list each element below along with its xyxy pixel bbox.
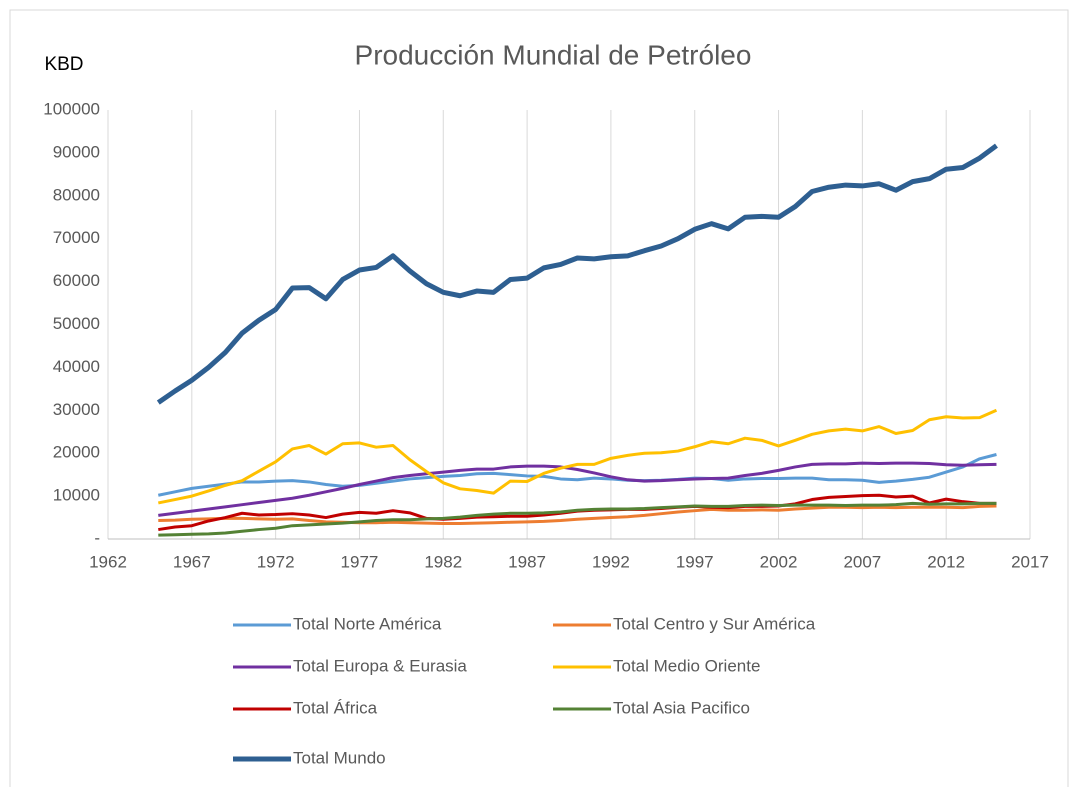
x-tick-label: 1982 [424,552,462,571]
x-tick-label: 2007 [843,552,881,571]
legend-label: Total Asia Pacifico [613,698,750,717]
legend-label: Total África [293,698,378,717]
chart-border [9,9,1069,787]
series-line [156,143,998,405]
y-tick-label: 10000 [53,486,100,505]
y-tick-label: 100000 [43,99,100,118]
chart-title: Producción Mundial de Petróleo [355,39,752,70]
y-tick-label: 60000 [53,271,100,290]
series-line [158,504,997,526]
series-line [157,453,997,497]
y-tick-label: 90000 [53,142,100,161]
legend-label: Total Europa & Eurasia [293,656,467,675]
y-tick-label: - [94,528,100,547]
x-tick-label: 2012 [927,552,965,571]
x-tick-label: 1962 [89,552,127,571]
y-tick-label: 70000 [53,228,100,247]
y-tick-label: 20000 [53,443,100,462]
y-axis-label: KBD [44,54,83,75]
series-line [158,501,997,537]
legend-label: Total Mundo [293,748,386,767]
x-tick-label: 1992 [592,552,630,571]
x-tick-label: 1972 [257,552,295,571]
x-tick-label: 1997 [676,552,714,571]
legend-label: Total Medio Oriente [613,656,760,675]
legend-label: Total Centro y Sur América [613,614,816,633]
x-tick-label: 1977 [341,552,379,571]
x-tick-label: 1987 [508,552,546,571]
y-tick-label: 50000 [53,314,100,333]
series-line [158,461,997,517]
x-tick-label: 1967 [173,552,211,571]
y-tick-label: 80000 [53,185,100,204]
x-tick-label: 2017 [1011,552,1049,571]
x-tick-label: 2002 [760,552,798,571]
y-tick-label: 40000 [53,357,100,376]
y-tick-label: 30000 [53,400,100,419]
series-line [157,408,998,505]
legend-label: Total Norte América [293,614,442,633]
